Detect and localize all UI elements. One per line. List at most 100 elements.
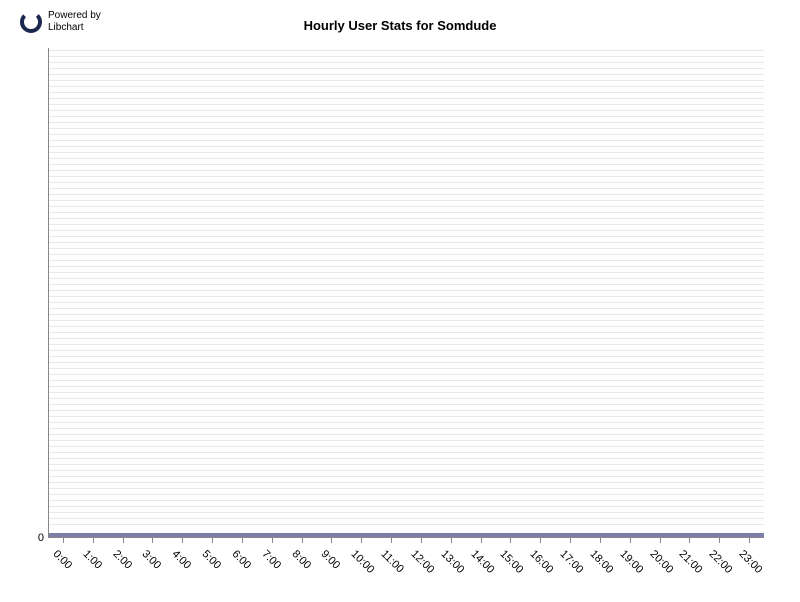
x-tick bbox=[182, 538, 183, 543]
libchart-logo-icon bbox=[20, 11, 42, 33]
x-tick-label: 3:00 bbox=[140, 548, 164, 572]
grid-line bbox=[49, 86, 764, 87]
x-tick bbox=[123, 538, 124, 543]
grid-line bbox=[49, 404, 764, 405]
grid-line bbox=[49, 200, 764, 201]
grid-line bbox=[49, 344, 764, 345]
grid-line bbox=[49, 134, 764, 135]
x-tick-label: 22:00 bbox=[707, 548, 735, 576]
grid-line bbox=[49, 434, 764, 435]
grid-line bbox=[49, 410, 764, 411]
grid-line bbox=[49, 392, 764, 393]
grid-line bbox=[49, 236, 764, 237]
x-tick bbox=[660, 538, 661, 543]
grid-line bbox=[49, 512, 764, 513]
x-tick-label: 14:00 bbox=[468, 548, 496, 576]
grid-line bbox=[49, 314, 764, 315]
x-tick-label: 2:00 bbox=[110, 548, 134, 572]
x-tick-label: 19:00 bbox=[617, 548, 645, 576]
grid-line bbox=[49, 158, 764, 159]
grid-line bbox=[49, 362, 764, 363]
grid-line bbox=[49, 482, 764, 483]
x-tick bbox=[63, 538, 64, 543]
grid-line bbox=[49, 308, 764, 309]
x-tick bbox=[451, 538, 452, 543]
x-labels: 0:001:002:003:004:005:006:007:008:009:00… bbox=[48, 542, 764, 602]
x-tick bbox=[540, 538, 541, 543]
x-tick-label: 7:00 bbox=[259, 548, 283, 572]
grid-line bbox=[49, 206, 764, 207]
grid-line bbox=[49, 368, 764, 369]
grid-line bbox=[49, 170, 764, 171]
grid-line bbox=[49, 62, 764, 63]
plot-area bbox=[48, 48, 764, 538]
grid-line bbox=[49, 140, 764, 141]
grid-line bbox=[49, 446, 764, 447]
grid-line bbox=[49, 194, 764, 195]
x-tick bbox=[719, 538, 720, 543]
powered-by-label: Powered by Libchart bbox=[48, 10, 101, 34]
grid-line bbox=[49, 416, 764, 417]
grid-line bbox=[49, 326, 764, 327]
baseline-bar bbox=[49, 533, 764, 537]
grid-line bbox=[49, 278, 764, 279]
x-tick-label: 12:00 bbox=[408, 548, 436, 576]
x-tick-label: 5:00 bbox=[200, 548, 224, 572]
grid-line bbox=[49, 500, 764, 501]
x-tick bbox=[93, 538, 94, 543]
grid-line bbox=[49, 488, 764, 489]
grid-line bbox=[49, 422, 764, 423]
grid-line bbox=[49, 518, 764, 519]
x-tick-label: 9:00 bbox=[319, 548, 343, 572]
grid-line bbox=[49, 254, 764, 255]
grid-line bbox=[49, 80, 764, 81]
grid-line bbox=[49, 356, 764, 357]
grid-line bbox=[49, 338, 764, 339]
grid-line bbox=[49, 68, 764, 69]
x-tick bbox=[242, 538, 243, 543]
x-tick-label: 11:00 bbox=[379, 548, 406, 575]
grid-line bbox=[49, 128, 764, 129]
grid-line bbox=[49, 284, 764, 285]
grid-line bbox=[49, 224, 764, 225]
x-tick bbox=[689, 538, 690, 543]
grid-line bbox=[49, 494, 764, 495]
grid-line bbox=[49, 524, 764, 525]
grid-line bbox=[49, 428, 764, 429]
grid-lines bbox=[49, 48, 764, 537]
x-tick bbox=[152, 538, 153, 543]
chart-container: 0 0:001:002:003:004:005:006:007:008:009:… bbox=[48, 48, 764, 538]
x-tick bbox=[749, 538, 750, 543]
grid-line bbox=[49, 386, 764, 387]
grid-line bbox=[49, 380, 764, 381]
grid-line bbox=[49, 332, 764, 333]
grid-line bbox=[49, 110, 764, 111]
x-tick bbox=[212, 538, 213, 543]
grid-line bbox=[49, 92, 764, 93]
grid-line bbox=[49, 266, 764, 267]
grid-line bbox=[49, 164, 764, 165]
chart-title: Hourly User Stats for Somdude bbox=[304, 18, 497, 33]
grid-line bbox=[49, 260, 764, 261]
grid-line bbox=[49, 50, 764, 51]
grid-line bbox=[49, 56, 764, 57]
grid-line bbox=[49, 218, 764, 219]
x-tick-label: 18:00 bbox=[587, 548, 615, 576]
x-tick bbox=[570, 538, 571, 543]
x-tick bbox=[361, 538, 362, 543]
x-tick-label: 10:00 bbox=[349, 548, 377, 576]
x-tick-label: 20:00 bbox=[647, 548, 675, 576]
grid-line bbox=[49, 350, 764, 351]
grid-line bbox=[49, 176, 764, 177]
x-tick-label: 17:00 bbox=[558, 548, 586, 576]
grid-line bbox=[49, 116, 764, 117]
x-tick-label: 23:00 bbox=[737, 548, 765, 576]
x-tick-label: 15:00 bbox=[498, 548, 526, 576]
grid-line bbox=[49, 182, 764, 183]
x-tick-label: 6:00 bbox=[229, 548, 253, 572]
x-tick-label: 16:00 bbox=[528, 548, 556, 576]
x-tick bbox=[272, 538, 273, 543]
grid-line bbox=[49, 290, 764, 291]
x-tick bbox=[630, 538, 631, 543]
grid-line bbox=[49, 248, 764, 249]
